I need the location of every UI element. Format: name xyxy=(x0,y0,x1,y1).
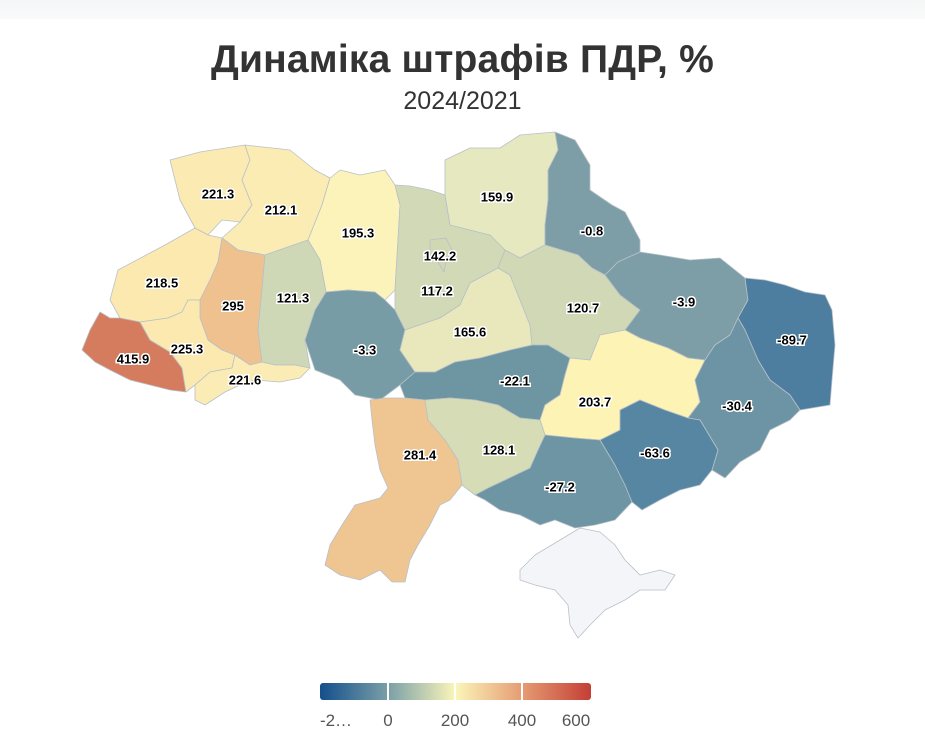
label-ternopil: 295 xyxy=(222,298,244,313)
top-bar xyxy=(0,0,925,19)
label-zhytomyr: 195.3 xyxy=(342,225,375,240)
legend-label-min: -2… xyxy=(319,711,353,730)
label-chernihiv: 159.9 xyxy=(481,189,514,204)
region-kyiv-city[interactable] xyxy=(429,237,453,273)
legend-label-200: 200 xyxy=(440,711,470,730)
legend-tick xyxy=(387,683,389,700)
legend-label-0: 0 xyxy=(383,711,393,730)
label-zakarpattia: 415.9 xyxy=(117,351,150,366)
region-crimea[interactable] xyxy=(519,527,676,639)
legend-tick xyxy=(454,683,456,700)
label-lviv: 218.5 xyxy=(146,275,179,290)
chart-title: Динаміка штрафів ПДР, % xyxy=(210,38,714,81)
label-poltava: 120.7 xyxy=(567,300,600,315)
label-kharkiv: -3.9 xyxy=(673,294,695,309)
region-zaporizhzhia[interactable] xyxy=(599,399,719,511)
label-luhansk: -89.7 xyxy=(777,332,807,347)
label-ivano-frankivsk: 225.3 xyxy=(171,341,204,356)
label-donetsk: -30.4 xyxy=(722,398,752,413)
label-cherkasy: 165.6 xyxy=(454,324,487,339)
label-sumy: -0.8 xyxy=(581,223,603,238)
region-chernivtsi[interactable] xyxy=(194,354,311,406)
label-odesa: 281.4 xyxy=(404,447,437,462)
label-vinnytsia: -3.3 xyxy=(354,342,376,357)
label-rivne: 212.1 xyxy=(265,202,298,217)
legend-tick xyxy=(521,683,523,700)
label-kirovohrad: -22.1 xyxy=(500,373,530,388)
legend-label-600: 600 xyxy=(561,711,591,730)
label-kyiv-oblast: 117.2 xyxy=(421,283,453,298)
label-kherson: -27.2 xyxy=(545,479,575,494)
legend-label-400: 400 xyxy=(507,711,537,730)
label-mykolaiv: 128.1 xyxy=(483,442,516,457)
label-chernivtsi: 221.6 xyxy=(229,372,262,387)
label-zaporizhzhia: -63.6 xyxy=(640,445,670,460)
label-volyn: 221.3 xyxy=(202,186,235,201)
chart-subtitle: 2024/2021 xyxy=(403,87,522,115)
label-khmelnytskyi: 121.3 xyxy=(277,290,310,305)
label-kyiv-city: 142.2 xyxy=(424,248,457,263)
label-dnipropetrovsk: 203.7 xyxy=(579,394,612,409)
